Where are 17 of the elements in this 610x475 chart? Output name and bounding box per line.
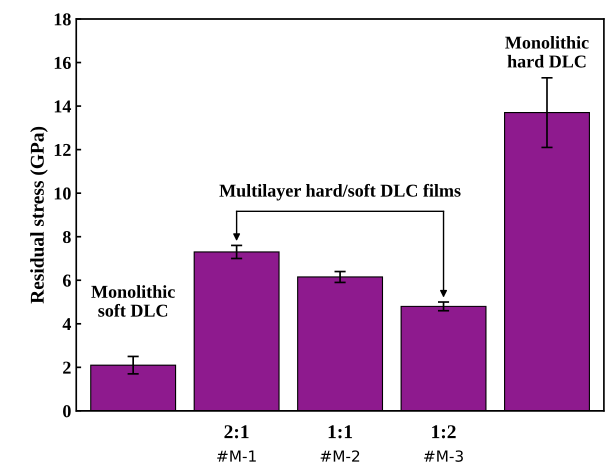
y-tick-label: 18 bbox=[54, 13, 71, 26]
annotation: Monolithic hard DLC bbox=[505, 36, 589, 68]
y-tick-label: 0 bbox=[63, 405, 71, 418]
x-tick-label: 1:1 #M-2 bbox=[320, 425, 360, 462]
annotation: Monolithic soft DLC bbox=[91, 285, 175, 317]
annotation: Multilayer hard/soft DLC films bbox=[219, 184, 461, 200]
y-tick-label: 2 bbox=[63, 362, 71, 374]
y-tick-label: 16 bbox=[54, 56, 71, 69]
y-tick-label: 4 bbox=[62, 318, 72, 330]
x-tick-label: 2:1 #M-1 bbox=[217, 425, 256, 462]
x-tick-label: 1:2 #M-3 bbox=[424, 425, 463, 462]
y-tick-label: 14 bbox=[54, 100, 72, 112]
y-tick-label: 12 bbox=[54, 144, 71, 156]
y-tick-label: 10 bbox=[54, 187, 71, 200]
y-tick-label: 8 bbox=[62, 230, 71, 244]
y-axis-title: Residual stress (GPa) bbox=[30, 126, 48, 304]
y-tick-label: 6 bbox=[62, 274, 71, 287]
